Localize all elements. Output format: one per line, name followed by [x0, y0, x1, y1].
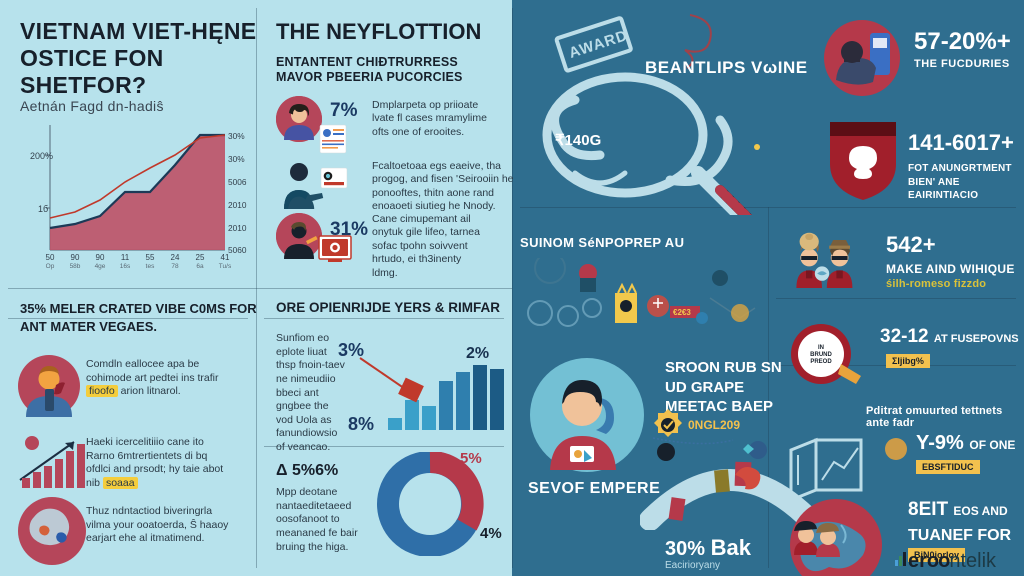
svg-text:Op: Op: [46, 263, 55, 270]
svg-text:30%: 30%: [228, 154, 245, 164]
svg-text:30%: 30%: [228, 131, 245, 141]
svg-text:8%: 8%: [348, 414, 374, 434]
svg-text:11: 11: [121, 253, 130, 262]
svg-text:41: 41: [221, 253, 230, 262]
svg-text:€2€3: €2€3: [673, 308, 691, 317]
svg-text:1б: 1б: [38, 204, 48, 214]
svg-text:2010: 2010: [228, 200, 247, 210]
svg-text:24: 24: [171, 253, 180, 262]
svg-text:2010: 2010: [228, 223, 247, 233]
svg-text:50: 50: [46, 253, 55, 262]
svg-text:90: 90: [71, 253, 80, 262]
svg-text:BRUND: BRUND: [810, 352, 832, 358]
svg-text:3%: 3%: [338, 340, 364, 360]
svg-text:200%: 200%: [30, 151, 53, 161]
svg-text:Tu/s: Tu/s: [219, 263, 232, 270]
svg-text:55: 55: [146, 253, 155, 262]
svg-text:78: 78: [171, 263, 179, 270]
svg-text:₹140G: ₹140G: [555, 132, 601, 149]
svg-text:25: 25: [196, 253, 205, 262]
svg-text:58b: 58b: [70, 263, 81, 270]
svg-text:5060: 5060: [228, 245, 247, 255]
svg-text:tes: tes: [146, 263, 155, 270]
svg-text:90: 90: [96, 253, 105, 262]
svg-text:2%: 2%: [466, 345, 489, 362]
svg-text:16s: 16s: [120, 263, 131, 270]
svg-text:5006: 5006: [228, 177, 247, 187]
svg-text:PREOD: PREOD: [810, 359, 832, 365]
svg-text:4ge: 4ge: [95, 263, 106, 270]
svg-text:IN: IN: [818, 345, 824, 351]
svg-text:6a: 6a: [196, 263, 204, 270]
